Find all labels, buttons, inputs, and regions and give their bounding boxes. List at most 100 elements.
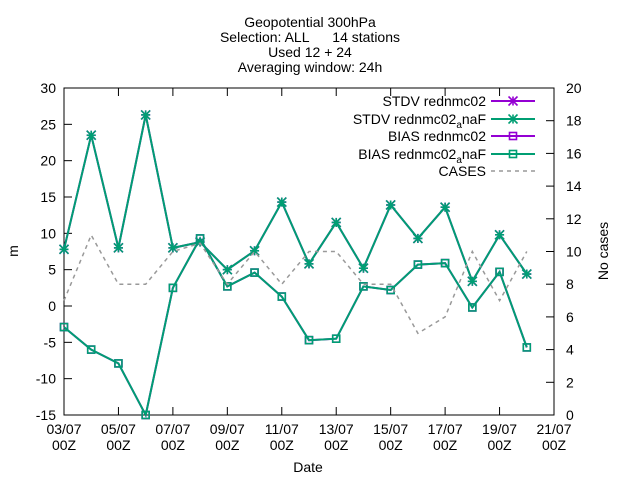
marker-stroke [331, 217, 342, 228]
data-point [167, 242, 178, 253]
y2-tick-label: 0 [566, 407, 574, 423]
data-point [304, 335, 314, 345]
marker-stroke [276, 197, 287, 208]
data-point [113, 242, 124, 253]
marker-stroke [222, 264, 233, 275]
title-line-2: Selection: ALL 14 stations [220, 29, 400, 45]
data-point [358, 263, 369, 274]
x-axis-label: Date [293, 459, 323, 475]
legend-label-main: CASES [439, 163, 486, 179]
x-tick-label-date: 05/07 [101, 421, 136, 437]
data-point [58, 244, 70, 255]
y-tick-label: 10 [40, 225, 56, 241]
data-point [331, 217, 342, 228]
series-line [63, 236, 528, 418]
marker-stroke [507, 113, 519, 125]
title-line-3: Used 12 + 24 [268, 44, 352, 60]
x-tick-label-hour: 00Z [542, 437, 567, 453]
series-bias-rednmc02-anaf [59, 234, 532, 420]
data-point [114, 359, 123, 368]
legend-label-sub: a [456, 120, 462, 131]
series-stdv-rednmc02-anaf [58, 109, 532, 287]
title-line-4: Averaging window: 24h [238, 59, 383, 75]
data-point [494, 229, 505, 240]
data-point [223, 282, 232, 291]
x-tick-label-hour: 00Z [270, 437, 295, 453]
data-point [141, 410, 150, 420]
y-tick-label: 25 [40, 116, 56, 132]
x-tick-label-date: 13/07 [319, 421, 354, 437]
legend-label-tail: naF [462, 146, 486, 162]
legend-label: BIAS rednmc02 [388, 128, 486, 144]
y-axis-label: m [5, 245, 21, 257]
data-point [440, 258, 450, 268]
x-tick-label-hour: 00Z [106, 437, 131, 453]
data-point [140, 109, 151, 120]
y-tick-label: 5 [48, 262, 56, 278]
legend-swatch-marker [508, 131, 518, 141]
y2-tick-label: 20 [566, 80, 582, 96]
x-tick-label-hour: 00Z [215, 437, 240, 453]
chart-title: Geopotential 300hPa Selection: ALL 14 st… [220, 14, 400, 75]
data-point [59, 322, 69, 332]
data-point [168, 283, 178, 293]
legend-label-sub: a [456, 155, 462, 166]
data-point [440, 202, 451, 213]
marker-stroke [303, 258, 315, 269]
y2-tick-label: 2 [566, 374, 574, 390]
data-point [277, 292, 287, 301]
y2-tick-label: 6 [566, 309, 574, 325]
data-point [86, 345, 96, 354]
data-point [412, 233, 423, 244]
y-tick-label: 15 [40, 189, 56, 205]
x-axis-ticks: 03/0700Z05/0700Z07/0700Z09/0700Z11/0700Z… [46, 88, 572, 453]
y2-tick-label: 4 [566, 342, 574, 358]
data-point [222, 264, 233, 275]
marker-stroke [86, 130, 97, 141]
x-tick-label-date: 09/07 [210, 421, 245, 437]
y2-tick-label: 14 [566, 178, 582, 194]
y2-tick-label: 8 [566, 276, 574, 292]
data-point [276, 197, 287, 208]
x-tick-label-hour: 00Z [379, 437, 404, 453]
y2-axis-ticks: 0 2 4 6 8 10 12 14 16 18 20 [546, 80, 582, 423]
y-tick-label: -5 [44, 334, 57, 350]
data-point [331, 334, 341, 344]
legend-label: BIAS rednmc02anaF [358, 146, 486, 166]
legend-label: CASES [439, 163, 486, 179]
y-tick-label: -15 [36, 407, 56, 423]
x-tick-label-hour: 00Z [324, 437, 349, 453]
marker-stroke [140, 109, 151, 120]
y2-tick-label: 18 [566, 113, 582, 129]
data-point [195, 234, 205, 243]
marker-stroke [249, 245, 260, 256]
legend-label-main: STDV rednmc02 [383, 93, 487, 109]
y-tick-label: 30 [40, 80, 56, 96]
legend-label-main: STDV rednmc02 [353, 111, 457, 127]
data-point [303, 258, 315, 269]
x-tick-label-date: 11/07 [265, 421, 299, 437]
data-point [86, 130, 97, 141]
legend-swatch-marker [508, 149, 518, 159]
x-tick-label-hour: 00Z [52, 437, 77, 453]
marker-stroke [113, 242, 124, 253]
series-line [63, 114, 528, 284]
marker-stroke [440, 202, 451, 213]
marker-stroke [412, 233, 423, 244]
y-tick-label: -10 [36, 371, 56, 387]
marker-stroke [494, 229, 505, 240]
data-point [468, 303, 477, 312]
data-point [521, 268, 532, 280]
data-point [385, 199, 396, 211]
y2-tick-label: 10 [566, 244, 582, 260]
y-tick-label: 20 [40, 153, 56, 169]
marker-stroke [58, 244, 70, 255]
legend-swatch-marker [507, 95, 519, 107]
y2-axis-label: No cases [595, 222, 611, 280]
legend-entry: STDV rednmc02anaF [353, 111, 535, 131]
title-line-1: Geopotential 300hPa [244, 14, 376, 30]
y-tick-label: 0 [48, 298, 56, 314]
x-tick-label-hour: 00Z [433, 437, 458, 453]
